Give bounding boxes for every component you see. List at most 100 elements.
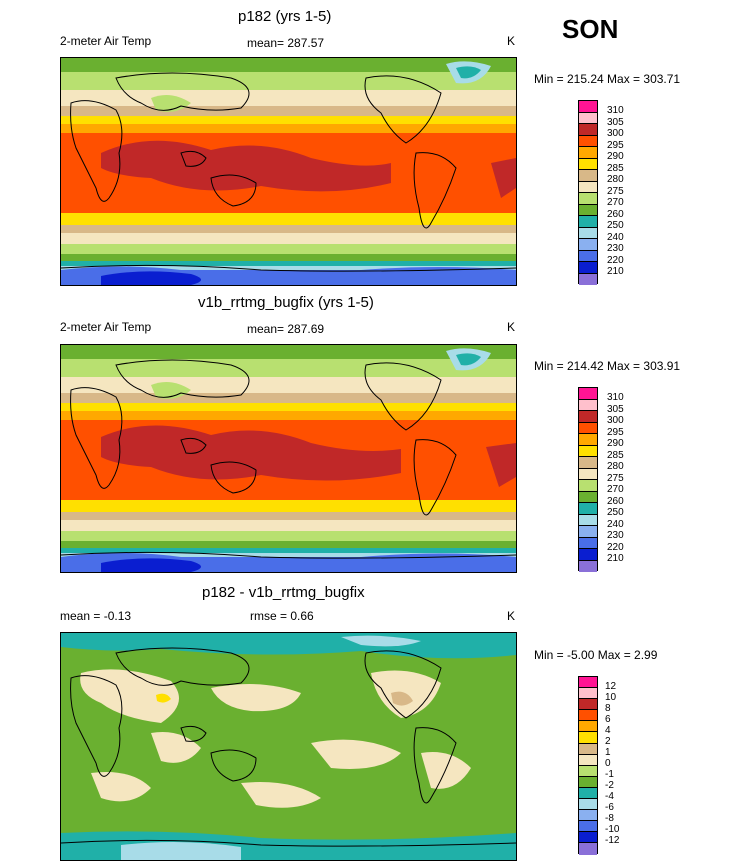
diff-patch-2 [156, 693, 171, 703]
diff-south-minus4 [121, 841, 241, 860]
panel-2-temperature-field [61, 345, 516, 572]
colorbar-2-label: 230 [607, 530, 624, 541]
greenland-260 [456, 353, 481, 366]
diff-patch-1 [391, 691, 413, 706]
tibet-cold [151, 94, 191, 112]
panel-3-title: p182 - v1b_rrtmg_bugfix [202, 584, 365, 601]
colorbar-1-seg-220 [579, 262, 597, 274]
band-260-south [61, 261, 516, 269]
diff-patch-0-f [421, 752, 471, 789]
colorbar-2-seg-310 [579, 399, 597, 411]
band-280-south [61, 520, 516, 534]
band-250-south [61, 266, 516, 272]
diff-patch-0-e [311, 739, 401, 769]
panel-2-mean: mean= 287.69 [247, 322, 325, 336]
colorbar-3-label: 2 [605, 736, 611, 747]
coastlines [61, 647, 516, 847]
colorbar-2-label: 295 [607, 426, 624, 438]
colorbar-3-seg-m2 [579, 787, 597, 800]
panel-1-colorbar [578, 100, 598, 285]
colorbar-3-seg-14 [579, 677, 597, 689]
colorbar-2-label: 290 [607, 438, 624, 449]
band-arctic [61, 345, 516, 359]
colorbar-3-seg-m6 [579, 810, 597, 822]
panel-1-min-max: Min = 215.24 Max = 303.71 [534, 72, 681, 86]
colorbar-2-label: 250 [607, 507, 624, 518]
panel-2-min-max: Min = 214.42 Max = 303.91 [534, 359, 681, 373]
colorbar-1-label: 240 [607, 231, 624, 243]
warm-region-atlantic [486, 443, 516, 487]
band-280-south [61, 233, 516, 247]
colorbar-1-label: 300 [607, 128, 624, 139]
colorbar-2-seg-270 [579, 491, 597, 503]
colorbar-3-label: -10 [605, 824, 620, 835]
colorbar-1-seg-285 [579, 170, 597, 182]
panel-2-map [60, 344, 517, 573]
colorbar-1-seg-275 [579, 193, 597, 205]
colorbar-1-seg-305 [579, 124, 597, 136]
colorbar-1-seg-290 [579, 158, 597, 170]
panel-3-units: K [507, 609, 516, 623]
season-label: SON [562, 14, 619, 44]
colorbar-1-seg-280 [579, 181, 597, 193]
colorbar-1-seg-240 [579, 239, 597, 251]
colorbar-2-seg-260 [579, 503, 597, 515]
antarctica-220 [101, 271, 201, 285]
colorbar-1-label: 275 [607, 185, 624, 197]
diff-patch-0-g [91, 772, 151, 802]
colorbar-1-label: 280 [607, 174, 624, 185]
panel-3-min-max: Min = -5.00 Max = 2.99 [534, 648, 658, 662]
colorbar-1-label: 210 [607, 266, 624, 277]
diff-base-minus1 [61, 633, 516, 860]
warm-region-atlantic [491, 158, 516, 198]
coastlines [61, 72, 516, 272]
colorbar-3-seg-4 [579, 732, 597, 744]
panel-3-colorbar [578, 676, 598, 855]
panel-2-colorbar [578, 387, 598, 572]
colorbar-3-seg-12 [579, 688, 597, 700]
colorbar-2-seg-230 [579, 537, 597, 549]
colorbar-2-seg-295 [579, 434, 597, 446]
colorbar-2-label: 210 [607, 553, 624, 564]
colorbar-2-label: 280 [607, 461, 624, 472]
colorbar-1-label: 285 [607, 162, 624, 174]
colorbar-1-seg-260 [579, 216, 597, 228]
greenland-260 [456, 66, 481, 79]
panel-2-units: K [507, 320, 516, 334]
colorbar-1-seg-310 [579, 112, 597, 124]
colorbar-3-seg-m8 [579, 821, 597, 833]
colorbar-2-label: 300 [607, 415, 624, 426]
colorbar-3-seg-1 [579, 754, 597, 766]
colorbar-1-seg-315 [579, 101, 597, 113]
colorbar-3-label: -1 [605, 769, 614, 780]
tibet-cold [151, 381, 191, 399]
colorbar-3-label: 0 [605, 758, 611, 769]
colorbar-3-label: 1 [605, 747, 611, 758]
panel-3-rmse: rmse = 0.66 [250, 609, 314, 623]
colorbar-3-seg-10 [579, 699, 597, 711]
band-275-south [61, 531, 516, 543]
colorbar-1-label: 310 [607, 105, 624, 116]
warm-pool-305 [101, 425, 401, 481]
colorbar-3-label: 12 [605, 681, 617, 692]
antarctica-220 [101, 558, 201, 572]
colorbar-3-seg-m1 [579, 776, 597, 788]
band-275-south [61, 244, 516, 256]
warm-pool-305 [101, 140, 391, 192]
panel-3-map [60, 632, 517, 861]
colorbar-2-label: 275 [607, 472, 624, 484]
colorbar-1-label: 270 [607, 197, 624, 208]
colorbar-3-label: 6 [605, 714, 611, 725]
colorbar-2-label: 240 [607, 518, 624, 530]
diff-patch-0-d [151, 732, 201, 763]
diff-patch-0-h [241, 782, 321, 808]
panel-1-map [60, 57, 517, 286]
colorbar-1-seg-250 [579, 227, 597, 239]
colorbar-3-label: -4 [605, 791, 614, 802]
colorbar-1-seg-270 [579, 204, 597, 216]
colorbar-1-label: 260 [607, 208, 624, 220]
colorbar-2-seg-250 [579, 514, 597, 526]
diff-arctic-minus4 [341, 635, 421, 647]
panel-2-variable-label: 2-meter Air Temp [60, 320, 152, 334]
colorbar-2-label: 310 [607, 392, 624, 403]
